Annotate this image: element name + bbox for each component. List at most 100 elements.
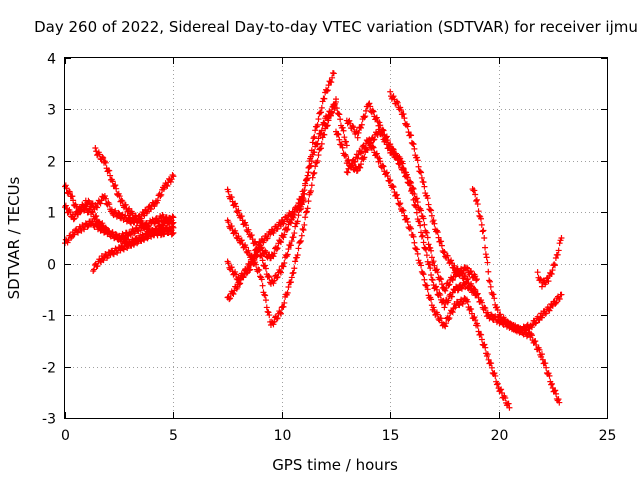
- data-point: [106, 167, 113, 174]
- data-point: [113, 185, 120, 192]
- data-point: [301, 221, 308, 228]
- data-point: [421, 276, 428, 283]
- data-point: [259, 257, 266, 264]
- data-point: [424, 286, 431, 293]
- data-point: [323, 87, 330, 94]
- data-point: [170, 214, 177, 221]
- data-point: [421, 183, 428, 190]
- data-point: [428, 247, 435, 254]
- data-point: [446, 281, 453, 288]
- data-point: [160, 186, 167, 193]
- data-point: [366, 100, 373, 107]
- data-point: [549, 267, 556, 274]
- data-point: [472, 286, 479, 293]
- y-tick-label: 0: [47, 258, 56, 274]
- data-point: [71, 215, 78, 222]
- data-point: [480, 227, 487, 234]
- data-point: [488, 360, 495, 367]
- data-point: [97, 258, 104, 265]
- data-point: [473, 196, 480, 203]
- data-point: [324, 115, 331, 122]
- data-point: [404, 123, 411, 130]
- data-point: [237, 280, 244, 287]
- data-point: [413, 246, 420, 253]
- y-tick-label: 4: [47, 52, 56, 68]
- data-point: [313, 141, 320, 148]
- data-point: [317, 109, 324, 116]
- data-point: [451, 262, 458, 269]
- data-point: [284, 226, 291, 233]
- data-point: [165, 218, 172, 225]
- data-point: [414, 157, 421, 164]
- data-point: [277, 269, 284, 276]
- data-point: [448, 293, 455, 300]
- data-point: [85, 197, 92, 204]
- data-point: [430, 304, 437, 311]
- data-point: [283, 227, 290, 234]
- data-point: [262, 297, 269, 304]
- data-points: [62, 69, 565, 411]
- data-point: [311, 133, 318, 140]
- data-point: [137, 227, 144, 234]
- data-point: [164, 230, 171, 237]
- data-point: [109, 178, 116, 185]
- data-point: [102, 195, 109, 202]
- data-point: [118, 197, 125, 204]
- data-point: [304, 205, 311, 212]
- data-point: [420, 179, 427, 186]
- data-point: [485, 268, 492, 275]
- data-point: [424, 234, 431, 241]
- data-point: [245, 247, 252, 254]
- data-point: [343, 153, 350, 160]
- data-point: [300, 226, 307, 233]
- data-point: [299, 225, 306, 232]
- data-point: [545, 278, 552, 285]
- data-point: [294, 218, 301, 225]
- series-track-e: [90, 213, 177, 274]
- data-point: [555, 247, 562, 254]
- data-point: [546, 372, 553, 379]
- data-point: [548, 270, 555, 277]
- data-point: [120, 246, 127, 253]
- data-point: [309, 174, 316, 181]
- data-point: [538, 351, 545, 358]
- data-point: [520, 323, 527, 330]
- data-point: [370, 144, 377, 151]
- data-point: [551, 261, 558, 268]
- data-point: [556, 295, 563, 302]
- data-point: [317, 145, 324, 152]
- data-point: [410, 185, 417, 192]
- data-point: [425, 201, 432, 208]
- data-point: [321, 131, 328, 138]
- series-track-a: [62, 171, 177, 227]
- data-point: [433, 283, 440, 290]
- data-point: [454, 287, 461, 294]
- data-point: [302, 209, 309, 216]
- data-point: [498, 386, 505, 393]
- data-point: [344, 169, 351, 176]
- data-point: [410, 141, 417, 148]
- data-point: [287, 242, 294, 249]
- data-point: [442, 323, 449, 330]
- data-point: [291, 230, 298, 237]
- data-point: [418, 229, 425, 236]
- data-point: [262, 292, 269, 299]
- data-point: [407, 178, 414, 185]
- data-point: [464, 265, 471, 272]
- data-point: [479, 228, 486, 235]
- data-point: [247, 261, 254, 268]
- data-point: [312, 127, 319, 134]
- data-point: [555, 396, 562, 403]
- data-point: [434, 229, 441, 236]
- data-point: [280, 234, 287, 241]
- data-point: [346, 117, 353, 124]
- data-point: [418, 262, 425, 269]
- data-point: [468, 306, 475, 313]
- data-point: [336, 111, 343, 118]
- x-tick-label: 10: [274, 428, 292, 444]
- data-point: [533, 319, 540, 326]
- data-point: [284, 216, 291, 223]
- data-point: [142, 222, 149, 229]
- data-point: [100, 154, 107, 161]
- data-point: [437, 291, 444, 298]
